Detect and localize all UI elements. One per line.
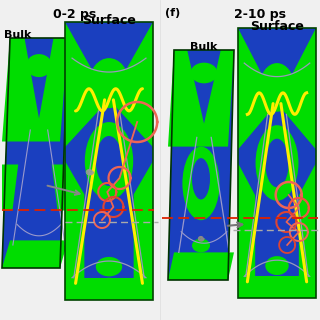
Text: Surface: Surface [82, 14, 136, 27]
Ellipse shape [85, 122, 133, 200]
Polygon shape [238, 276, 316, 298]
Ellipse shape [96, 257, 122, 276]
Polygon shape [2, 38, 68, 268]
Polygon shape [65, 22, 153, 300]
Ellipse shape [265, 256, 289, 275]
Polygon shape [168, 50, 234, 147]
Ellipse shape [190, 63, 218, 83]
Polygon shape [2, 164, 18, 211]
Ellipse shape [182, 147, 220, 220]
Text: Bulk: Bulk [190, 42, 218, 52]
Ellipse shape [260, 63, 294, 112]
Polygon shape [238, 28, 277, 149]
Ellipse shape [96, 136, 122, 186]
Ellipse shape [89, 58, 129, 108]
Ellipse shape [265, 139, 289, 187]
Polygon shape [92, 22, 127, 100]
Polygon shape [65, 278, 153, 300]
Text: 0-2 ps: 0-2 ps [53, 8, 97, 21]
Polygon shape [25, 38, 53, 118]
Polygon shape [168, 50, 234, 280]
Polygon shape [261, 28, 292, 104]
Polygon shape [134, 161, 153, 300]
Text: Bulk: Bulk [4, 30, 31, 40]
Ellipse shape [26, 54, 52, 77]
Ellipse shape [101, 278, 117, 289]
Polygon shape [65, 22, 109, 147]
Polygon shape [168, 252, 234, 280]
Ellipse shape [256, 125, 299, 201]
Polygon shape [187, 50, 221, 124]
Polygon shape [238, 163, 255, 298]
Polygon shape [65, 161, 84, 300]
Ellipse shape [192, 158, 210, 199]
Polygon shape [238, 28, 316, 298]
Text: 2-10 ps: 2-10 ps [234, 8, 286, 21]
Polygon shape [299, 163, 316, 298]
Polygon shape [2, 38, 68, 141]
Polygon shape [2, 240, 68, 268]
Text: Surface: Surface [250, 20, 304, 33]
Polygon shape [277, 28, 316, 149]
Ellipse shape [192, 239, 210, 252]
Text: (f): (f) [165, 8, 180, 18]
Polygon shape [52, 164, 68, 211]
Polygon shape [109, 22, 153, 147]
